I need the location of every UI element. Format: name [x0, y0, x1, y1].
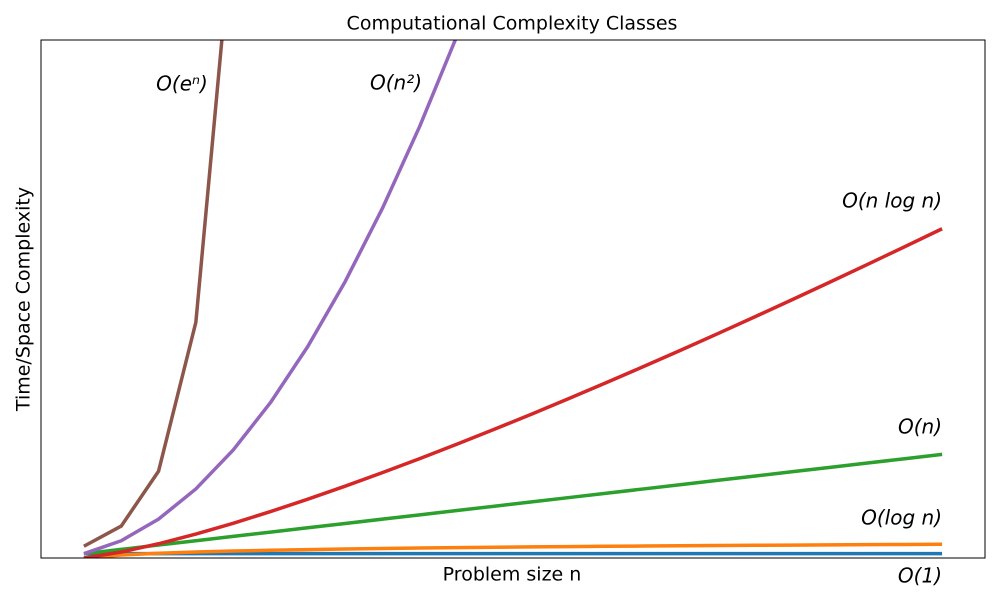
series-label: O(log n)	[861, 506, 942, 530]
series-line	[84, 0, 942, 600]
series-label: O(n²)	[370, 71, 422, 95]
series-label: O(n log n)	[842, 189, 942, 213]
series-line	[83, 227, 943, 558]
series-label: O(n)	[898, 415, 942, 439]
series-line	[83, 542, 943, 558]
series-label: O(1)	[898, 564, 942, 588]
chart-title: Computational Complexity Classes	[347, 13, 678, 35]
x-axis-label: Problem size n	[443, 564, 582, 586]
series-label: O(eⁿ)	[156, 72, 208, 96]
series-line	[83, 452, 943, 556]
y-axis-label: Time/Space Complexity	[13, 187, 35, 412]
plot-area	[83, 0, 943, 600]
axes-frame	[40, 39, 986, 559]
series-line	[83, 40, 458, 556]
